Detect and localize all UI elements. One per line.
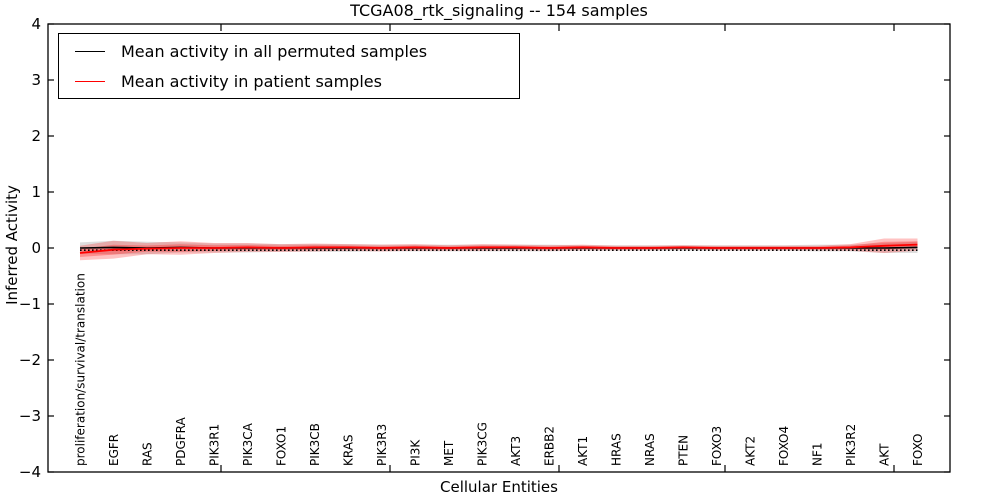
y-tick-label: 1	[31, 183, 41, 201]
x-category-label: PDGFRA	[174, 416, 188, 466]
legend-entry-permuted: Mean activity in all permuted samples	[59, 36, 519, 66]
legend-line-sample-red	[75, 80, 105, 82]
x-category-label: PIK3R3	[375, 424, 389, 466]
x-category-label: MET	[442, 440, 456, 466]
line-patient-mean	[79, 243, 918, 254]
legend-entry-patient: Mean activity in patient samples	[59, 66, 519, 96]
x-category-label: EGFR	[107, 434, 121, 466]
x-category-label: RAS	[141, 442, 155, 466]
x-category-label: FOXO3	[710, 426, 724, 466]
y-tick-label: 2	[31, 127, 41, 145]
x-category-label: PIK3R2	[844, 424, 858, 466]
x-category-label: PTEN	[677, 435, 691, 466]
x-category-label: ERBB2	[543, 426, 557, 466]
x-category-label: PIK3CB	[308, 423, 322, 466]
y-axis-label: Inferred Activity	[3, 185, 21, 305]
x-category-label: NRAS	[643, 433, 657, 466]
x-category-label: PIK3CA	[241, 422, 255, 466]
y-tick-label: 0	[31, 239, 41, 257]
x-category-label: PIK3R1	[208, 424, 222, 466]
x-axis-label: Cellular Entities	[440, 478, 558, 496]
x-category-label: AKT3	[509, 436, 523, 466]
x-category-label: FOXO1	[275, 426, 289, 466]
legend-line-sample-black	[75, 50, 105, 52]
band-patient-std	[80, 238, 918, 261]
x-category-label: HRAS	[610, 433, 624, 466]
y-tick-label: −3	[19, 407, 41, 425]
x-category-label: PI3K	[409, 439, 423, 466]
x-category-label: AKT1	[576, 436, 590, 466]
x-category-label: AKT	[878, 443, 892, 466]
legend-entry-label: Mean activity in patient samples	[121, 71, 382, 91]
y-tick-label: 4	[31, 15, 41, 33]
y-tick-label: −4	[19, 463, 41, 481]
x-category-label: FOXO	[911, 434, 925, 466]
x-category-label: AKT2	[744, 436, 758, 466]
x-category-label: NF1	[811, 442, 825, 466]
x-category-label: proliferation/survival/translation	[74, 273, 88, 466]
legend: Mean activity in all permuted samples Me…	[58, 33, 520, 99]
band-patient-std-inner	[80, 241, 918, 257]
y-tick-label: 3	[31, 71, 41, 89]
chart-title: TCGA08_rtk_signaling -- 154 samples	[350, 1, 648, 20]
y-tick-label: −2	[19, 351, 41, 369]
x-category-label: KRAS	[342, 434, 356, 466]
y-tick-label: −1	[19, 295, 41, 313]
x-category-label: FOXO4	[777, 426, 791, 466]
legend-entry-label: Mean activity in all permuted samples	[121, 41, 428, 61]
x-category-label: PIK3CG	[476, 422, 490, 466]
